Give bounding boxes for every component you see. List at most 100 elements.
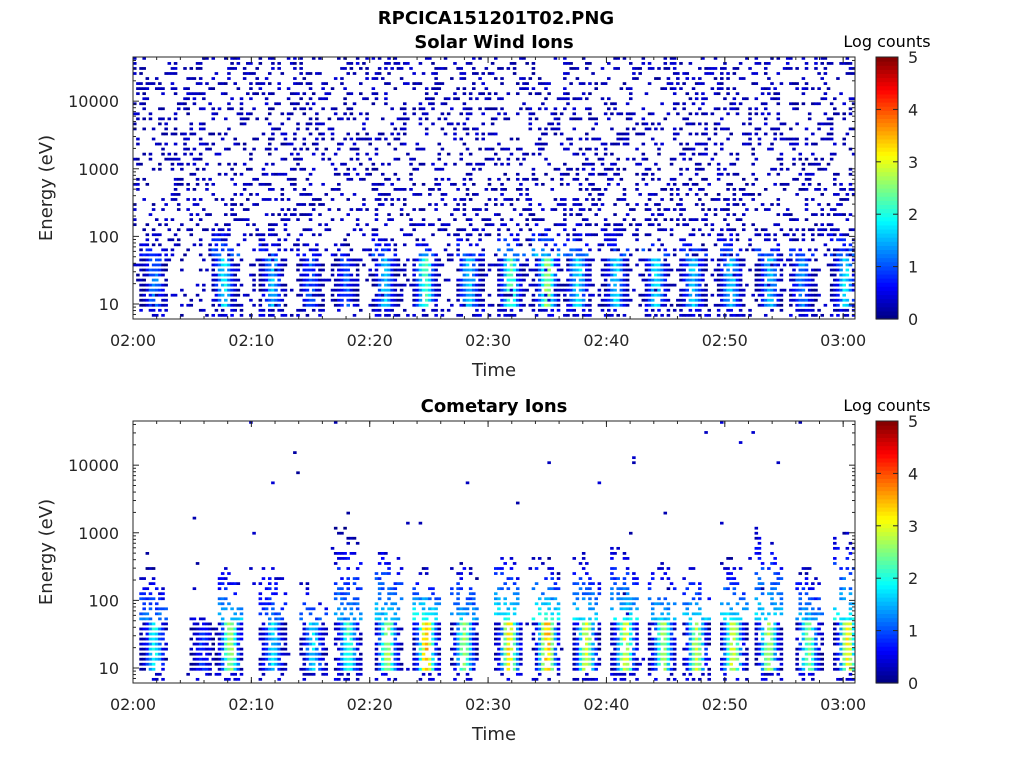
heatmap-cell bbox=[638, 258, 642, 262]
heatmap-cell bbox=[230, 313, 234, 317]
heatmap-cell bbox=[142, 662, 146, 666]
heatmap-cell bbox=[691, 152, 696, 156]
heatmap-cell bbox=[478, 298, 482, 302]
heatmap-cell bbox=[337, 298, 341, 302]
heatmap-cell bbox=[763, 303, 768, 307]
heatmap-cell bbox=[578, 213, 583, 216]
heatmap-cell bbox=[227, 667, 231, 671]
heatmap-cell bbox=[302, 298, 307, 302]
heatmap-cell bbox=[763, 273, 768, 277]
heatmap-cell bbox=[365, 208, 369, 211]
heatmap-cell bbox=[616, 182, 620, 186]
heatmap-cell bbox=[365, 248, 369, 252]
heatmap-cell bbox=[340, 298, 344, 302]
heatmap-cell bbox=[559, 97, 564, 101]
heatmap-cell bbox=[296, 152, 300, 156]
heatmap-cell bbox=[515, 188, 520, 191]
heatmap-cell bbox=[374, 248, 379, 252]
heatmap-cell bbox=[547, 288, 551, 292]
heatmap-cell bbox=[701, 97, 705, 101]
heatmap-cell bbox=[211, 263, 216, 267]
heatmap-cell bbox=[133, 57, 137, 60]
heatmap-cell bbox=[421, 308, 426, 312]
heatmap-cell bbox=[271, 127, 275, 131]
heatmap-cell bbox=[694, 248, 699, 252]
heatmap-cell bbox=[472, 258, 476, 262]
heatmap-cell bbox=[217, 263, 222, 267]
heatmap-cell bbox=[321, 87, 325, 90]
heatmap-cell bbox=[588, 278, 592, 282]
heatmap-cell bbox=[515, 293, 520, 297]
heatmap-cell bbox=[811, 288, 815, 292]
heatmap-cell bbox=[603, 228, 608, 232]
heatmap-cell bbox=[484, 273, 489, 277]
heatmap-cell bbox=[851, 283, 856, 287]
heatmap-cell bbox=[679, 87, 683, 90]
heatmap-cell bbox=[531, 298, 536, 302]
heatmap-cell bbox=[763, 62, 768, 65]
heatmap-cell bbox=[318, 233, 322, 237]
heatmap-cell bbox=[720, 273, 724, 277]
heatmap-cell bbox=[531, 238, 536, 242]
heatmap-cell bbox=[211, 268, 216, 272]
heatmap-cell bbox=[575, 233, 580, 237]
heatmap-cell bbox=[271, 57, 275, 60]
heatmap-cell bbox=[230, 672, 234, 676]
heatmap-cell bbox=[760, 102, 765, 106]
heatmap-cell bbox=[782, 288, 787, 292]
heatmap-cell bbox=[509, 288, 514, 292]
heatmap-cell bbox=[402, 308, 407, 312]
heatmap-cell bbox=[723, 278, 727, 282]
heatmap-cell bbox=[242, 67, 247, 70]
heatmap-cell bbox=[139, 577, 143, 580]
heatmap-cell bbox=[817, 72, 821, 75]
heatmap-cell bbox=[154, 612, 159, 616]
heatmap-cell bbox=[754, 132, 759, 136]
heatmap-cell bbox=[236, 677, 241, 681]
heatmap-cell bbox=[437, 152, 442, 156]
heatmap-cell bbox=[415, 258, 420, 262]
heatmap-cell bbox=[399, 228, 404, 232]
heatmap-cell bbox=[735, 258, 740, 262]
heatmap-cell bbox=[330, 198, 335, 201]
heatmap-cell bbox=[412, 278, 416, 282]
heatmap-cell bbox=[688, 308, 693, 312]
heatmap-cell bbox=[418, 303, 423, 307]
heatmap-cell bbox=[324, 92, 329, 96]
heatmap-cell bbox=[603, 268, 608, 272]
heatmap-cell bbox=[848, 72, 853, 75]
heatmap-cell bbox=[374, 147, 379, 151]
heatmap-cell bbox=[679, 303, 683, 307]
heatmap-cell bbox=[230, 607, 234, 611]
heatmap-cell bbox=[202, 92, 206, 96]
heatmap-cell bbox=[202, 657, 206, 661]
heatmap-cell bbox=[735, 303, 740, 307]
heatmap-cell bbox=[142, 612, 146, 616]
heatmap-cell bbox=[151, 303, 156, 307]
heatmap-cell bbox=[804, 208, 809, 211]
heatmap-cell bbox=[767, 303, 771, 307]
heatmap-cell bbox=[145, 283, 150, 287]
heatmap-cell bbox=[161, 657, 165, 661]
heatmap-cell bbox=[534, 142, 539, 146]
heatmap-cell bbox=[553, 223, 558, 227]
heatmap-cell bbox=[748, 117, 752, 121]
heatmap-cell bbox=[399, 77, 404, 80]
heatmap-cell bbox=[600, 157, 605, 161]
heatmap-cell bbox=[384, 288, 388, 292]
heatmap-cell bbox=[267, 617, 272, 621]
heatmap-cell bbox=[252, 303, 256, 307]
heatmap-cell bbox=[318, 303, 322, 307]
heatmap-cell bbox=[622, 268, 627, 272]
heatmap-cell bbox=[619, 223, 624, 227]
heatmap-cell bbox=[578, 258, 583, 262]
heatmap-cell bbox=[814, 248, 818, 252]
heatmap-cell bbox=[267, 268, 272, 272]
heatmap-cell bbox=[811, 228, 815, 232]
heatmap-cell bbox=[842, 142, 846, 146]
heatmap-cell bbox=[735, 107, 740, 111]
heatmap-cell bbox=[723, 253, 727, 257]
heatmap-cell bbox=[261, 182, 266, 186]
heatmap-cell bbox=[230, 203, 234, 206]
heatmap-cell bbox=[267, 632, 272, 636]
